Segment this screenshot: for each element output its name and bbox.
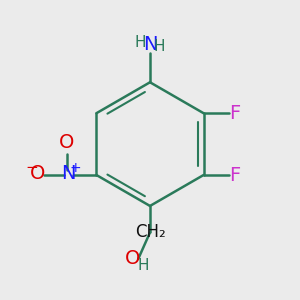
Text: CH₂: CH₂	[135, 224, 165, 242]
Text: N: N	[61, 164, 76, 183]
Text: O: O	[59, 133, 75, 152]
Text: H: H	[135, 35, 146, 50]
Text: H: H	[154, 39, 165, 54]
Text: −: −	[25, 160, 38, 175]
Text: O: O	[30, 164, 45, 183]
Text: +: +	[69, 161, 81, 175]
Text: H: H	[138, 258, 149, 273]
Text: F: F	[230, 166, 241, 184]
Text: F: F	[230, 104, 241, 123]
Text: O: O	[125, 249, 141, 268]
Text: N: N	[143, 34, 157, 53]
